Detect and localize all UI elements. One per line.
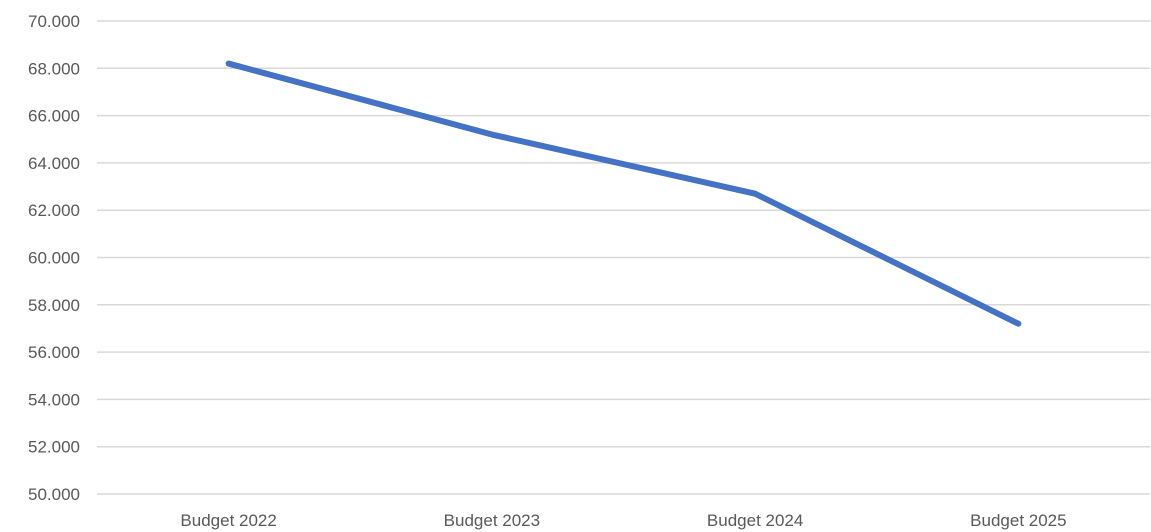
y-tick-label: 62.000 bbox=[28, 201, 80, 220]
y-axis-tick-labels: 50.000 52.000 54.000 56.000 58.000 60.000 62.0… bbox=[28, 12, 80, 504]
y-tick-label: 50.000 bbox=[28, 485, 80, 504]
y-tick-label: 52.000 bbox=[28, 438, 80, 457]
y-tick-label: 56.000 bbox=[28, 343, 80, 362]
x-tick-label: Budget 2024 bbox=[707, 511, 803, 530]
x-axis-tick-labels: Budget 2022 Budget 2023 Budget 2024 Budget … bbox=[180, 511, 1066, 530]
y-tick-label: 64.000 bbox=[28, 154, 80, 173]
series-layer bbox=[225, 60, 1022, 327]
y-tick-label: 68.000 bbox=[28, 59, 80, 78]
y-tick-label: 60.000 bbox=[28, 249, 80, 268]
x-tick-label: Budget 2025 bbox=[970, 511, 1066, 530]
x-tick-label: Budget 2022 bbox=[180, 511, 276, 530]
y-tick-label: 58.000 bbox=[28, 296, 80, 315]
y-tick-label: 54.000 bbox=[28, 390, 80, 409]
x-tick-label: Budget 2023 bbox=[444, 511, 540, 530]
y-tick-label: 70.000 bbox=[28, 12, 80, 31]
y-tick-label: 66.000 bbox=[28, 107, 80, 126]
series-line bbox=[225, 60, 1022, 327]
gridlines bbox=[97, 20, 1150, 495]
